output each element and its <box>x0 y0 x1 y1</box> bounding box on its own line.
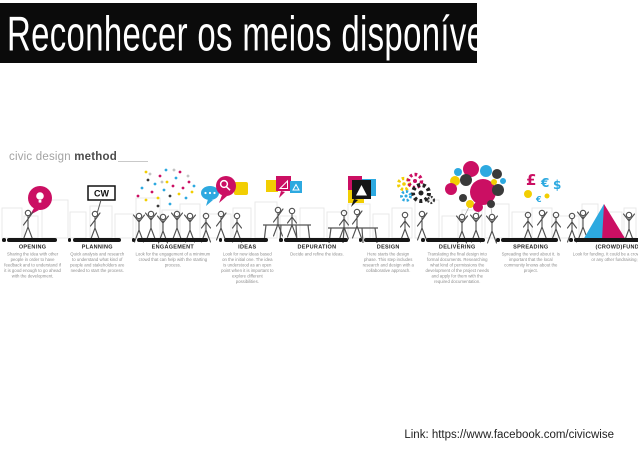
table <box>263 224 311 243</box>
stick-figure <box>399 211 411 242</box>
step-planning: PLANNING Quick analysis and research to … <box>66 238 130 324</box>
timeline-segment <box>279 238 348 242</box>
step-delivering: DELIVERING Translating the final design … <box>419 238 494 324</box>
speech-bubbles-icon <box>201 176 248 206</box>
slide-title-bar: Reconhecer os meios disponíveis <box>0 3 509 63</box>
step-illustration-engagement <box>132 168 197 244</box>
euro-icon: € <box>540 176 549 190</box>
step-illustration-planning: CW <box>87 185 116 241</box>
pound-icon: £ <box>526 171 536 189</box>
confetti-icon <box>136 168 196 208</box>
step-illustration-crowdfunding: £ € $ € <box>522 171 562 242</box>
timeline-segment <box>131 238 208 242</box>
stick-figure <box>351 208 363 239</box>
infographic-heading-bold: method <box>74 151 117 163</box>
gears-icon <box>396 172 436 205</box>
step-illustration-delivering <box>396 172 436 242</box>
step-name: PLANNING <box>82 243 114 250</box>
stick-figure <box>272 206 284 237</box>
cw-placard: CW <box>87 185 116 213</box>
stick-figure <box>215 210 227 241</box>
lightbulb-balloon-icon <box>28 186 52 215</box>
step-description: Quick analysis and research to understan… <box>70 250 125 273</box>
table <box>328 227 378 244</box>
stick-figure <box>22 209 34 240</box>
infographic-heading-normal: civic design <box>9 151 75 163</box>
step-name: (CROWD)FUNDING <box>595 243 638 250</box>
step-description: Look for the engagement of a minimum cro… <box>135 250 211 267</box>
timeline-segment <box>496 238 559 242</box>
step-description: Spreading the word about it. Is importan… <box>501 250 560 273</box>
dollar-icon: $ <box>553 178 561 192</box>
stick-figure <box>89 210 101 241</box>
stick-figure <box>144 210 158 241</box>
civic-design-method-illustration: CW <box>1 161 637 244</box>
step-illustration-design <box>328 176 378 244</box>
step-crowdfunding: (CROWD)FUNDING Look for funding. It coul… <box>567 238 638 324</box>
step-ideas: IDEAS Look for new ideas based on the in… <box>217 238 277 324</box>
step-spreading: SPREADING Spreading the word about it. I… <box>494 238 567 324</box>
timeline-segment <box>218 238 269 242</box>
step-name: SPREADING <box>513 243 549 250</box>
step-description: Here starts the design phase. This step … <box>362 250 414 273</box>
step-name: DEPURATION <box>297 243 337 250</box>
civic-design-method-steps: OPENING Sharing the idea with other peop… <box>0 238 638 324</box>
design-squares-icon <box>348 176 376 207</box>
step-name: DELIVERING <box>438 243 476 250</box>
timeline-segment <box>358 238 411 242</box>
square-bubbles-icon <box>266 176 302 198</box>
step-illustration-depuration <box>263 176 311 243</box>
balloons-icon <box>445 161 506 217</box>
step-opening: OPENING Sharing the idea with other peop… <box>0 238 66 324</box>
infographic-heading: civic design method <box>9 151 117 163</box>
facebook-link[interactable]: Link: https://www.facebook.com/civicwise <box>404 429 614 441</box>
step-description: Decide and refine the ideas. <box>290 250 344 256</box>
stick-figure <box>170 210 184 241</box>
stick-figure <box>550 211 562 242</box>
step-name: DESIGN <box>376 243 400 250</box>
step-description: Sharing the idea with other people in or… <box>4 250 62 278</box>
timeline-segment <box>2 238 57 242</box>
slide-title: Reconhecer os meios disponíveis <box>7 5 510 61</box>
step-description: Look for new ideas based on the initial … <box>220 250 274 284</box>
cw-placard-label: CW <box>94 189 109 199</box>
step-illustration-building <box>566 204 636 243</box>
step-illustration-opening <box>22 186 52 240</box>
step-depuration: DEPURATION Decide and refine the ideas. <box>277 238 357 324</box>
step-engagement: ENGAGEMENT Look for the engagement of a … <box>130 238 217 324</box>
timeline-segment <box>421 238 486 242</box>
heading-connector-line <box>118 161 148 162</box>
stick-figure <box>536 209 548 240</box>
stick-figure <box>622 211 636 242</box>
step-description: Look for funding. It could be a crowdfun… <box>572 250 638 262</box>
step-design: DESIGN Here starts the design phase. Thi… <box>357 238 419 324</box>
step-name: OPENING <box>19 243 47 250</box>
step-illustration-spreading <box>445 161 506 244</box>
euro-small-icon: € <box>535 195 542 204</box>
currency-icons: £ € $ € <box>524 171 561 204</box>
timeline-segment <box>569 238 638 242</box>
step-description: Translating the final design into formal… <box>425 250 489 284</box>
step-name: ENGAGEMENT <box>152 243 195 250</box>
stick-figure <box>416 210 428 241</box>
timeline-segment <box>67 238 121 242</box>
pyramid-icon <box>583 204 626 240</box>
stick-figure <box>286 207 298 238</box>
step-name: IDEAS <box>237 243 257 250</box>
step-illustration-ideas <box>200 176 248 243</box>
